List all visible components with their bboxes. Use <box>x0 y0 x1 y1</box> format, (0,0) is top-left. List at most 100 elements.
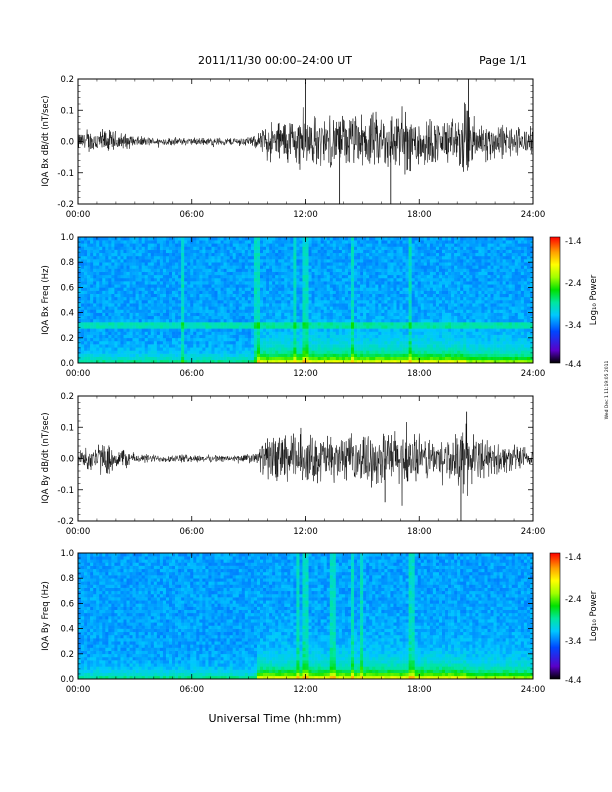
spectrogram-cell <box>126 290 130 294</box>
spectrogram-cell <box>269 284 273 288</box>
spectrogram-cell <box>341 350 346 354</box>
spectrogram-cell <box>93 300 97 304</box>
spectrogram-cell <box>199 359 203 364</box>
spectrogram-cell <box>290 262 294 266</box>
spectrogram-cell <box>411 315 415 320</box>
spectrogram-cell <box>175 296 179 301</box>
spectrogram-cell <box>317 274 321 279</box>
spectrogram-cell <box>341 296 346 301</box>
spectrogram-cell <box>250 306 255 310</box>
spectrogram-cell <box>144 353 149 357</box>
spectrogram-cell <box>129 325 133 329</box>
spectrogram-cell <box>226 322 230 326</box>
spectrogram-cell <box>208 271 212 276</box>
spectrogram-cell <box>323 359 328 364</box>
spectrogram-cell <box>423 300 428 304</box>
spectrogram-cell <box>232 328 237 332</box>
spectrogram-cell <box>354 249 358 254</box>
spectrogram-cell <box>390 300 394 304</box>
spectrogram-cell <box>232 340 237 345</box>
spectrogram-cell <box>296 255 300 260</box>
spectrogram-cell <box>156 353 161 357</box>
spectrogram-cell <box>190 268 194 272</box>
spectrogram-cell <box>111 259 115 263</box>
spectrogram-cell <box>150 265 155 269</box>
spectrogram-cell <box>284 262 288 266</box>
spectrogram-cell <box>84 259 88 263</box>
spectrogram-cell <box>141 237 146 241</box>
spectrogram-cell <box>281 296 285 301</box>
spectrogram-cell <box>378 322 382 326</box>
spectrogram-cell <box>426 271 431 276</box>
spectrogram-cell <box>238 252 243 257</box>
spectrogram-cell <box>417 340 422 345</box>
spectrogram-cell <box>299 334 303 339</box>
spectrogram-cell <box>305 255 309 260</box>
spectrogram-cell <box>305 271 309 276</box>
spectrogram-cell <box>414 252 419 257</box>
spectrogram-cell <box>293 300 297 304</box>
spectrogram-cell <box>438 300 443 304</box>
spectrogram-cell <box>165 293 170 298</box>
spectrogram-cell <box>435 274 440 279</box>
spectrogram-cell <box>354 255 358 260</box>
spectrogram-cell <box>178 331 182 335</box>
spectrogram-cell <box>202 325 206 329</box>
spectrogram-cell <box>84 271 88 276</box>
spectrogram-cell <box>208 331 212 335</box>
spectrogram-cell <box>396 303 400 307</box>
spectrogram-cell <box>360 306 364 310</box>
spectrogram-cell <box>390 356 394 361</box>
spectrogram-cell <box>196 325 200 329</box>
spectrogram-cell <box>351 337 355 342</box>
spectrogram-cell <box>335 268 340 272</box>
spectrogram-cell <box>229 284 233 288</box>
spectrogram-cell <box>314 347 318 351</box>
spectrogram-cell <box>108 246 112 250</box>
spectrogram-cell <box>244 287 249 291</box>
spectrogram-cell <box>238 262 243 266</box>
spectrogram-cell <box>178 306 182 310</box>
spectrogram-cell <box>232 353 237 357</box>
spectrogram-cell <box>211 303 215 307</box>
spectrogram-cell <box>96 287 100 291</box>
spectrogram-cell <box>260 296 264 301</box>
spectrogram-cell <box>272 300 276 304</box>
spectrogram-cell <box>399 277 403 282</box>
spectrogram-cell <box>87 328 91 332</box>
spectrogram-cell <box>269 252 273 257</box>
spectrogram-cell <box>372 359 376 364</box>
spectrogram-cell <box>87 281 91 285</box>
spectrogram-cell <box>99 334 103 339</box>
spectrogram-cell <box>235 246 240 250</box>
spectrogram-cell <box>129 259 133 263</box>
spectrogram-cell <box>335 271 340 276</box>
spectrogram-cell <box>208 255 212 260</box>
spectrogram-cell <box>299 318 303 323</box>
spectrogram-cell <box>332 274 337 279</box>
spectrogram-cell <box>278 322 282 326</box>
spectrogram-cell <box>393 246 397 250</box>
spectrogram-cell <box>214 340 218 345</box>
spectrogram-cell <box>363 337 367 342</box>
spectrogram-cell <box>172 331 176 335</box>
spectrogram-cell <box>269 347 273 351</box>
spectrogram-cell <box>147 328 152 332</box>
spectrogram-cell <box>369 306 373 310</box>
spectrogram-cell <box>429 296 434 301</box>
spectrogram-cell <box>169 271 173 276</box>
spectrogram-cell <box>217 315 221 320</box>
spectrogram-cell <box>241 274 246 279</box>
spectrogram-cell <box>402 306 406 310</box>
spectrogram-cell <box>299 284 303 288</box>
spectrogram-cell <box>235 287 240 291</box>
spectrogram-cell <box>99 287 103 291</box>
spectrogram-cell <box>354 296 358 301</box>
spectrogram-cell <box>181 353 185 357</box>
spectrogram-cell <box>114 347 118 351</box>
spectrogram-cell <box>87 318 91 323</box>
spectrogram-cell <box>420 331 425 335</box>
spectrogram-cell <box>420 334 425 339</box>
spectrogram-cell <box>229 350 233 354</box>
spectrogram-cell <box>390 259 394 263</box>
